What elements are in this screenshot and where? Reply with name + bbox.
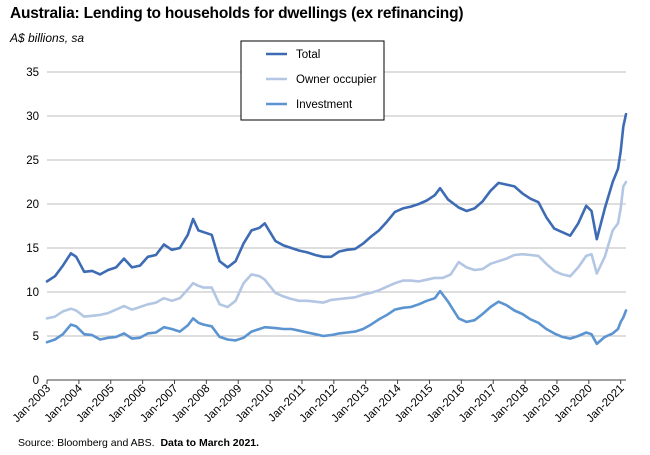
source-text: Source: Bloomberg and ABS. [18, 437, 155, 449]
source-note: Source: Bloomberg and ABS. Data to March… [18, 437, 259, 449]
chart-title: Australia: Lending to households for dwe… [10, 5, 464, 22]
legend-label: Total [296, 49, 320, 61]
y-tick-label: 25 [26, 155, 39, 167]
y-tick-label: 30 [26, 111, 39, 123]
legend-box [240, 40, 385, 121]
series-line-owner-occupier [45, 180, 628, 320]
series-line-total [45, 112, 628, 283]
series-lines [45, 112, 628, 346]
source-data-note: Data to March 2021. [160, 437, 260, 449]
y-tick-label: 5 [33, 331, 39, 343]
y-tick-label: 15 [26, 243, 39, 255]
y-tick-label: 0 [33, 375, 39, 387]
legend: Total Owner occupier Investment [240, 40, 385, 121]
y-tick-label: 10 [26, 287, 39, 299]
axes: 05101520253035Jan-2003Jan-2004Jan-2005Ja… [11, 67, 627, 425]
legend-label: Owner occupier [296, 74, 377, 86]
y-tick-label: 20 [26, 199, 39, 211]
y-tick-label: 35 [26, 67, 39, 79]
series-line-investment [45, 289, 628, 346]
legend-label: Investment [296, 99, 353, 111]
y-axis-unit-label: A$ billions, sa [10, 31, 85, 45]
